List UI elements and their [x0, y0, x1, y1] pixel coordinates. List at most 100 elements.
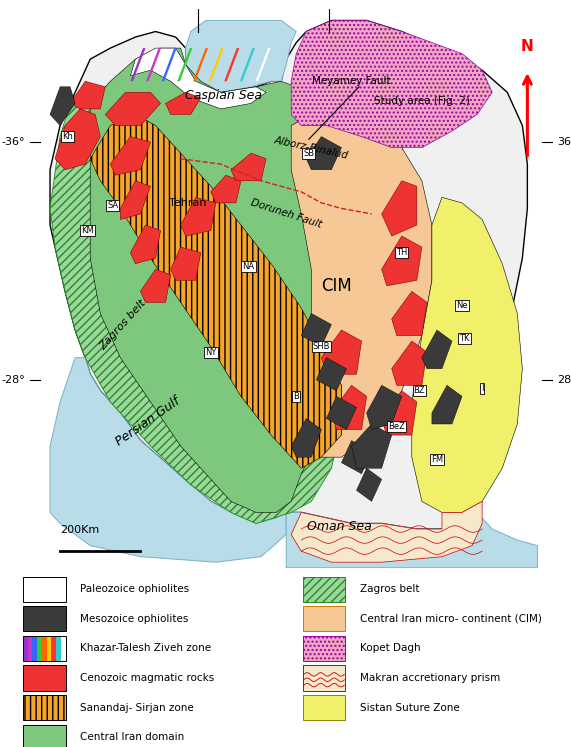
- Polygon shape: [90, 48, 412, 512]
- Text: N: N: [521, 39, 534, 54]
- FancyBboxPatch shape: [33, 636, 37, 661]
- Polygon shape: [301, 314, 331, 347]
- Polygon shape: [110, 137, 151, 176]
- Text: NA: NA: [243, 262, 255, 271]
- Polygon shape: [90, 114, 341, 468]
- Text: Makran accretionary prism: Makran accretionary prism: [360, 673, 500, 683]
- Polygon shape: [432, 385, 462, 424]
- Text: Khazar-Talesh Ziveh zone: Khazar-Talesh Ziveh zone: [80, 643, 211, 654]
- Text: Meyamey Fault: Meyamey Fault: [312, 76, 391, 86]
- Text: Kh: Kh: [62, 132, 73, 141]
- Polygon shape: [331, 385, 367, 430]
- Polygon shape: [55, 109, 100, 170]
- Polygon shape: [140, 269, 171, 303]
- Polygon shape: [381, 181, 417, 236]
- Text: Zagros belt: Zagros belt: [360, 584, 419, 594]
- Polygon shape: [381, 236, 422, 286]
- Polygon shape: [392, 341, 427, 385]
- FancyBboxPatch shape: [37, 636, 42, 661]
- Polygon shape: [130, 48, 266, 109]
- Text: Alborz-Binalud: Alborz-Binalud: [274, 135, 349, 161]
- Text: 36°: 36°: [557, 137, 571, 147]
- FancyBboxPatch shape: [303, 607, 345, 631]
- FancyBboxPatch shape: [51, 636, 56, 661]
- Polygon shape: [178, 48, 192, 81]
- Polygon shape: [291, 418, 321, 457]
- Text: NY: NY: [205, 347, 216, 356]
- FancyBboxPatch shape: [27, 636, 33, 661]
- FancyBboxPatch shape: [42, 636, 47, 661]
- Polygon shape: [180, 197, 216, 236]
- FancyBboxPatch shape: [303, 666, 345, 690]
- Text: B: B: [293, 392, 299, 401]
- Polygon shape: [208, 48, 224, 81]
- Text: Central Iran micro- continent (CIM): Central Iran micro- continent (CIM): [360, 614, 542, 624]
- Polygon shape: [186, 20, 296, 93]
- FancyBboxPatch shape: [23, 695, 66, 720]
- Polygon shape: [166, 93, 201, 114]
- FancyBboxPatch shape: [23, 725, 66, 747]
- Polygon shape: [50, 20, 528, 529]
- FancyBboxPatch shape: [61, 636, 66, 661]
- Polygon shape: [50, 98, 341, 524]
- Polygon shape: [381, 391, 417, 435]
- Text: Zagros belt: Zagros belt: [98, 297, 148, 352]
- Polygon shape: [286, 512, 537, 568]
- Polygon shape: [327, 397, 356, 430]
- Polygon shape: [50, 358, 286, 562]
- FancyBboxPatch shape: [303, 636, 345, 661]
- Polygon shape: [162, 48, 177, 81]
- Polygon shape: [352, 424, 392, 468]
- Polygon shape: [392, 291, 427, 335]
- Text: TH: TH: [396, 248, 408, 257]
- Text: I: I: [481, 383, 484, 393]
- Polygon shape: [291, 20, 492, 148]
- FancyBboxPatch shape: [47, 636, 51, 661]
- Polygon shape: [130, 225, 160, 264]
- Text: Tehran: Tehran: [170, 198, 207, 208]
- Text: 56°: 56°: [319, 0, 339, 1]
- Text: Oman Sea: Oman Sea: [307, 520, 371, 533]
- Text: FM: FM: [431, 456, 443, 465]
- Polygon shape: [341, 441, 372, 474]
- Polygon shape: [356, 468, 381, 501]
- Text: TK: TK: [459, 334, 470, 343]
- Polygon shape: [120, 181, 151, 220]
- Text: Cenozoic magmatic rocks: Cenozoic magmatic rocks: [80, 673, 214, 683]
- Polygon shape: [171, 247, 201, 280]
- FancyBboxPatch shape: [303, 695, 345, 720]
- Text: SHB: SHB: [312, 342, 330, 351]
- Text: Kopet Dagh: Kopet Dagh: [360, 643, 420, 654]
- Text: -28°: -28°: [1, 375, 25, 385]
- Polygon shape: [240, 48, 255, 81]
- Polygon shape: [321, 330, 361, 374]
- Text: -36°: -36°: [1, 137, 25, 147]
- Text: Study area (Fig. 2): Study area (Fig. 2): [374, 96, 470, 105]
- Polygon shape: [211, 176, 241, 203]
- Polygon shape: [316, 358, 347, 391]
- FancyBboxPatch shape: [23, 607, 66, 631]
- Text: SA: SA: [107, 201, 118, 210]
- FancyBboxPatch shape: [23, 636, 27, 661]
- Polygon shape: [412, 197, 522, 512]
- Text: Ne: Ne: [456, 300, 468, 310]
- Polygon shape: [306, 137, 341, 170]
- Polygon shape: [50, 87, 75, 125]
- Text: BZ: BZ: [413, 386, 425, 395]
- Polygon shape: [422, 330, 452, 369]
- FancyBboxPatch shape: [303, 577, 345, 602]
- Text: 28°: 28°: [557, 375, 571, 385]
- Polygon shape: [291, 109, 432, 457]
- Text: Persian Gulf: Persian Gulf: [114, 394, 183, 448]
- Text: KM: KM: [81, 226, 94, 235]
- Text: Doruneh Fault: Doruneh Fault: [250, 198, 323, 230]
- Polygon shape: [224, 48, 239, 81]
- Text: SB: SB: [303, 149, 315, 158]
- Polygon shape: [367, 385, 402, 430]
- Text: BeZ: BeZ: [388, 422, 405, 431]
- Text: Paleozoice ophiolites: Paleozoice ophiolites: [80, 584, 189, 594]
- Polygon shape: [291, 501, 482, 562]
- Text: Sanandaj- Sirjan zone: Sanandaj- Sirjan zone: [80, 703, 194, 713]
- Text: Sistan Suture Zone: Sistan Suture Zone: [360, 703, 460, 713]
- FancyBboxPatch shape: [56, 636, 61, 661]
